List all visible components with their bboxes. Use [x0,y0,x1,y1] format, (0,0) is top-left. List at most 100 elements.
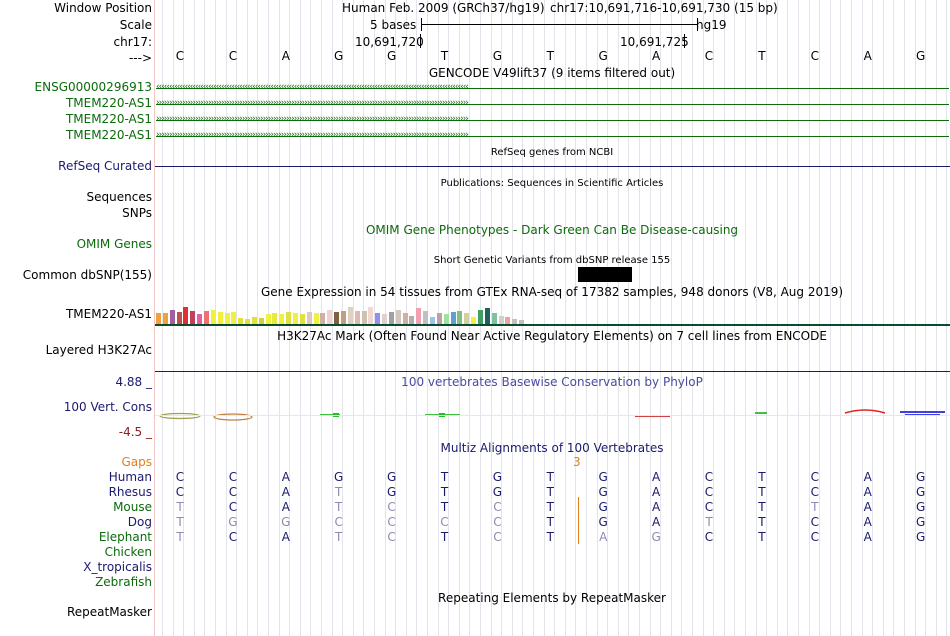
publications-track-title[interactable]: Publications: Sequences in Scientific Ar… [440,178,664,189]
dbsnp-track-title[interactable]: Short Genetic Variants from dbSNP releas… [433,255,671,266]
phylop-track-title[interactable]: 100 vertebrates Basewise Conservation by… [401,375,703,389]
aligned-base: G [915,470,926,484]
repeatmasker-track-label[interactable]: RepeatMasker [66,605,152,619]
gtex-tissue-bar[interactable] [395,310,401,324]
omim-track-title[interactable]: OMIM Gene Phenotypes - Dark Green Can Be… [365,223,739,237]
gtex-tissue-bar[interactable] [210,310,216,324]
gtex-tissue-bar[interactable] [327,310,333,324]
species-label[interactable]: Rhesus [108,485,152,499]
species-label[interactable]: Zebrafish [95,575,152,589]
multiz-track-title[interactable]: Multiz Alignments of 100 Vertebrates [440,441,664,455]
gtex-tissue-bar[interactable] [450,312,456,324]
species-label[interactable]: Human [108,470,152,484]
gtex-tissue-bar[interactable] [183,307,189,324]
gtex-tissue-bar[interactable] [464,313,470,324]
gaps-label[interactable]: Gaps [121,455,152,469]
scale-text: 5 bases [370,18,417,32]
gtex-tissue-bar[interactable] [498,316,504,324]
species-label[interactable]: Elephant [98,530,152,544]
gtex-tissue-bar[interactable] [245,319,251,324]
gtex-tissue-bar[interactable] [203,311,209,324]
aligned-base: A [651,515,661,529]
gtex-tissue-bar[interactable] [416,308,422,324]
h3k27ac-track-title[interactable]: H3K27Ac Mark (Often Found Near Active Re… [277,329,827,343]
gencode-intron-line [156,104,949,105]
gtex-tissue-bar[interactable] [491,313,497,324]
gencode-item-label[interactable]: TMEM220-AS1 [65,128,152,142]
h3k27ac-track-label[interactable]: Layered H3K27Ac [45,343,152,357]
gtex-track-title[interactable]: Gene Expression in 54 tissues from GTEx … [260,285,844,299]
gencode-transcript[interactable]: ‹‹‹‹‹‹‹‹‹‹‹‹‹‹‹‹‹‹‹‹‹‹‹‹‹‹‹‹‹‹‹‹‹‹‹‹‹‹‹‹… [156,81,949,94]
gtex-tissue-bar[interactable] [272,313,278,324]
gtex-tissue-bar[interactable] [443,314,449,324]
dbsnp-track-label[interactable]: Common dbSNP(155) [22,268,152,282]
gtex-tissue-bar[interactable] [156,313,161,324]
gtex-tissue-bar[interactable] [402,313,408,324]
gencode-transcript[interactable]: ››››››››››››››››››››››››››››››››››››››››… [156,97,949,110]
reference-base: C [175,49,185,63]
gtex-tissue-bar[interactable] [484,308,490,324]
gtex-tissue-bar[interactable] [477,310,483,324]
sequences-label[interactable]: Sequences [86,190,152,204]
gtex-tissue-bar[interactable] [375,313,381,324]
gtex-tissue-bar[interactable] [409,316,415,324]
gtex-tissue-bar[interactable] [313,313,319,324]
gtex-tissue-bar[interactable] [162,313,168,324]
gtex-tissue-bar[interactable] [190,311,196,324]
gtex-tissue-bar[interactable] [217,312,223,324]
gtex-tissue-bar[interactable] [334,312,340,324]
gtex-tissue-bar[interactable] [238,318,244,324]
gtex-tissue-bar[interactable] [169,310,175,324]
snps-label[interactable]: SNPs [122,206,152,220]
gtex-tissue-bar[interactable] [436,313,442,324]
refseq-track-title[interactable]: RefSeq genes from NCBI [490,147,614,158]
species-label[interactable]: Mouse [113,500,152,514]
aligned-base: G [598,485,608,499]
gtex-tissue-bar[interactable] [382,314,388,324]
gtex-tissue-bar[interactable] [306,312,312,324]
species-label[interactable]: X_tropicalis [83,560,152,574]
gtex-tissue-bar[interactable] [505,317,511,324]
species-label[interactable]: Dog [127,515,152,529]
omim-track-label[interactable]: OMIM Genes [76,237,152,251]
gtex-tissue-bar[interactable] [197,314,203,324]
gencode-item-label[interactable]: ENSG00000296913 [34,80,152,94]
gtex-tissue-bar[interactable] [347,307,353,324]
gencode-transcript[interactable]: ››››››››››››››››››››››››››››››››››››››››… [156,113,949,126]
gencode-track-title[interactable]: GENCODE V49lift37 (9 items filtered out) [428,66,676,80]
refseq-track-label[interactable]: RefSeq Curated [58,159,152,173]
gtex-tissue-bar[interactable] [286,312,292,324]
repeatmasker-track-title[interactable]: Repeating Elements by RepeatMasker [438,591,666,605]
gencode-item-label[interactable]: TMEM220-AS1 [65,112,152,126]
gtex-tissue-bar[interactable] [320,313,326,324]
dbsnp-variant-block[interactable] [578,267,632,282]
gtex-tissue-bar[interactable] [430,317,435,324]
phylop-track-label[interactable]: 100 Vert. Cons [63,400,152,414]
gtex-tissue-bar[interactable] [368,307,374,324]
gtex-tissue-bar[interactable] [361,311,367,324]
gtex-tissue-bar[interactable] [279,314,285,324]
gtex-tissue-bar[interactable] [471,317,477,324]
gtex-tissue-bar[interactable] [251,317,257,324]
species-label[interactable]: Chicken [104,545,152,559]
gtex-tissue-bar[interactable] [258,318,264,324]
gtex-tissue-bar[interactable] [299,314,305,324]
phylop-mark [905,414,940,415]
gtex-tissue-bar[interactable] [340,311,346,324]
gtex-tissue-bar[interactable] [354,311,360,324]
gtex-tissue-bar[interactable] [512,319,518,324]
gtex-tissue-bar[interactable] [224,313,230,324]
gtex-tissue-bar[interactable] [423,311,429,324]
gtex-tissue-bar[interactable] [457,311,463,324]
gtex-track-label[interactable]: TMEM220-AS1 [65,307,152,321]
gtex-tissue-bar[interactable] [265,314,271,324]
gtex-tissue-bar[interactable] [231,312,237,324]
gtex-tissue-bar[interactable] [176,312,182,324]
gencode-item-label[interactable]: TMEM220-AS1 [65,96,152,110]
gtex-tissue-bar[interactable] [519,320,525,324]
gtex-tissue-bar[interactable] [388,312,394,324]
gtex-bar-area[interactable] [156,300,536,324]
gencode-transcript[interactable]: ››››››››››››››››››››››››››››››››››››››››… [156,129,949,142]
gtex-tissue-bar[interactable] [293,313,298,324]
